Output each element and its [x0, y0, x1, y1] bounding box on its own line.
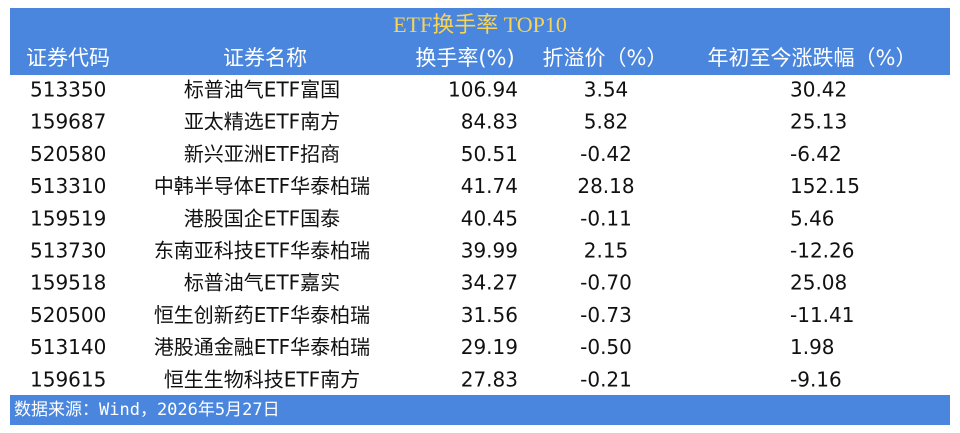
table-cell: -0.42: [580, 142, 632, 166]
table-cell: 5.46: [790, 206, 835, 230]
table-cell: 513730: [30, 239, 106, 263]
table-cell: -0.70: [580, 271, 632, 295]
table-cell: 513140: [30, 335, 106, 359]
table-cell: 标普油气ETF嘉实: [184, 271, 340, 295]
table-cell: -9.16: [790, 367, 842, 391]
table-cell: 亚太精选ETF南方: [184, 110, 340, 134]
column-header: 折溢价（%）: [543, 46, 668, 70]
table-cell: -12.26: [790, 239, 854, 263]
title: ETF换手率 TOP10: [393, 12, 567, 37]
table-cell: 159615: [30, 367, 106, 391]
table-cell: 港股国企ETF国泰: [184, 206, 340, 230]
footer-band: [10, 395, 950, 425]
table-cell: 29.19: [461, 335, 518, 359]
table-cell: 27.83: [461, 367, 518, 391]
table-cell: 恒生创新药ETF华泰柏瑞: [154, 303, 370, 327]
table-cell: 50.51: [461, 142, 518, 166]
column-header: 证券代码: [26, 46, 110, 70]
column-header: 证券名称: [223, 46, 307, 70]
table-cell: 31.56: [461, 303, 518, 327]
table-cell: 25.08: [790, 271, 847, 295]
table-cell: -0.50: [580, 335, 632, 359]
table-cell: 513310: [30, 174, 106, 198]
table-cell: 40.45: [461, 206, 518, 230]
table-cell: -0.73: [580, 303, 632, 327]
table-cell: 41.74: [461, 174, 518, 198]
table-cell: 39.99: [461, 239, 518, 263]
table-cell: 中韩半导体ETF华泰柏瑞: [154, 174, 370, 198]
table-cell: 28.18: [577, 174, 634, 198]
table-cell: -6.42: [790, 142, 842, 166]
table-cell: 5.82: [584, 110, 629, 134]
table-cell: -0.21: [580, 367, 632, 391]
table-cell: 新兴亚洲ETF招商: [184, 142, 340, 166]
header-band: [10, 8, 950, 75]
column-header: 换手率(%): [415, 46, 514, 70]
table-cell: 3.54: [584, 78, 629, 102]
table-cell: 东南亚科技ETF华泰柏瑞: [154, 239, 370, 263]
column-header: 年初至今涨跌幅（%）: [708, 46, 917, 70]
table-cell: 恒生生物科技ETF南方: [164, 367, 360, 391]
table-cell: 25.13: [790, 110, 847, 134]
table-cell: 106.94: [448, 78, 518, 102]
table-cell: -11.41: [790, 303, 854, 327]
table-cell: 520580: [30, 142, 106, 166]
table-cell: 1.98: [790, 335, 835, 359]
table-cell: 513350: [30, 78, 106, 102]
table-cell: 标普油气ETF富国: [184, 78, 340, 102]
table-cell: 159518: [30, 271, 106, 295]
table-cell: 30.42: [790, 78, 847, 102]
source-note: 数据来源：Wind，2026年5月27日: [14, 400, 280, 420]
table-cell: 2.15: [584, 239, 629, 263]
table-cell: 84.83: [461, 110, 518, 134]
table-cell: 159519: [30, 206, 106, 230]
table-cell: 159687: [30, 110, 106, 134]
table-cell: 520500: [30, 303, 106, 327]
table-cell: 152.15: [790, 174, 860, 198]
table-cell: 港股通金融ETF华泰柏瑞: [154, 335, 370, 359]
table-cell: 34.27: [461, 271, 518, 295]
table-cell: -0.11: [580, 206, 632, 230]
